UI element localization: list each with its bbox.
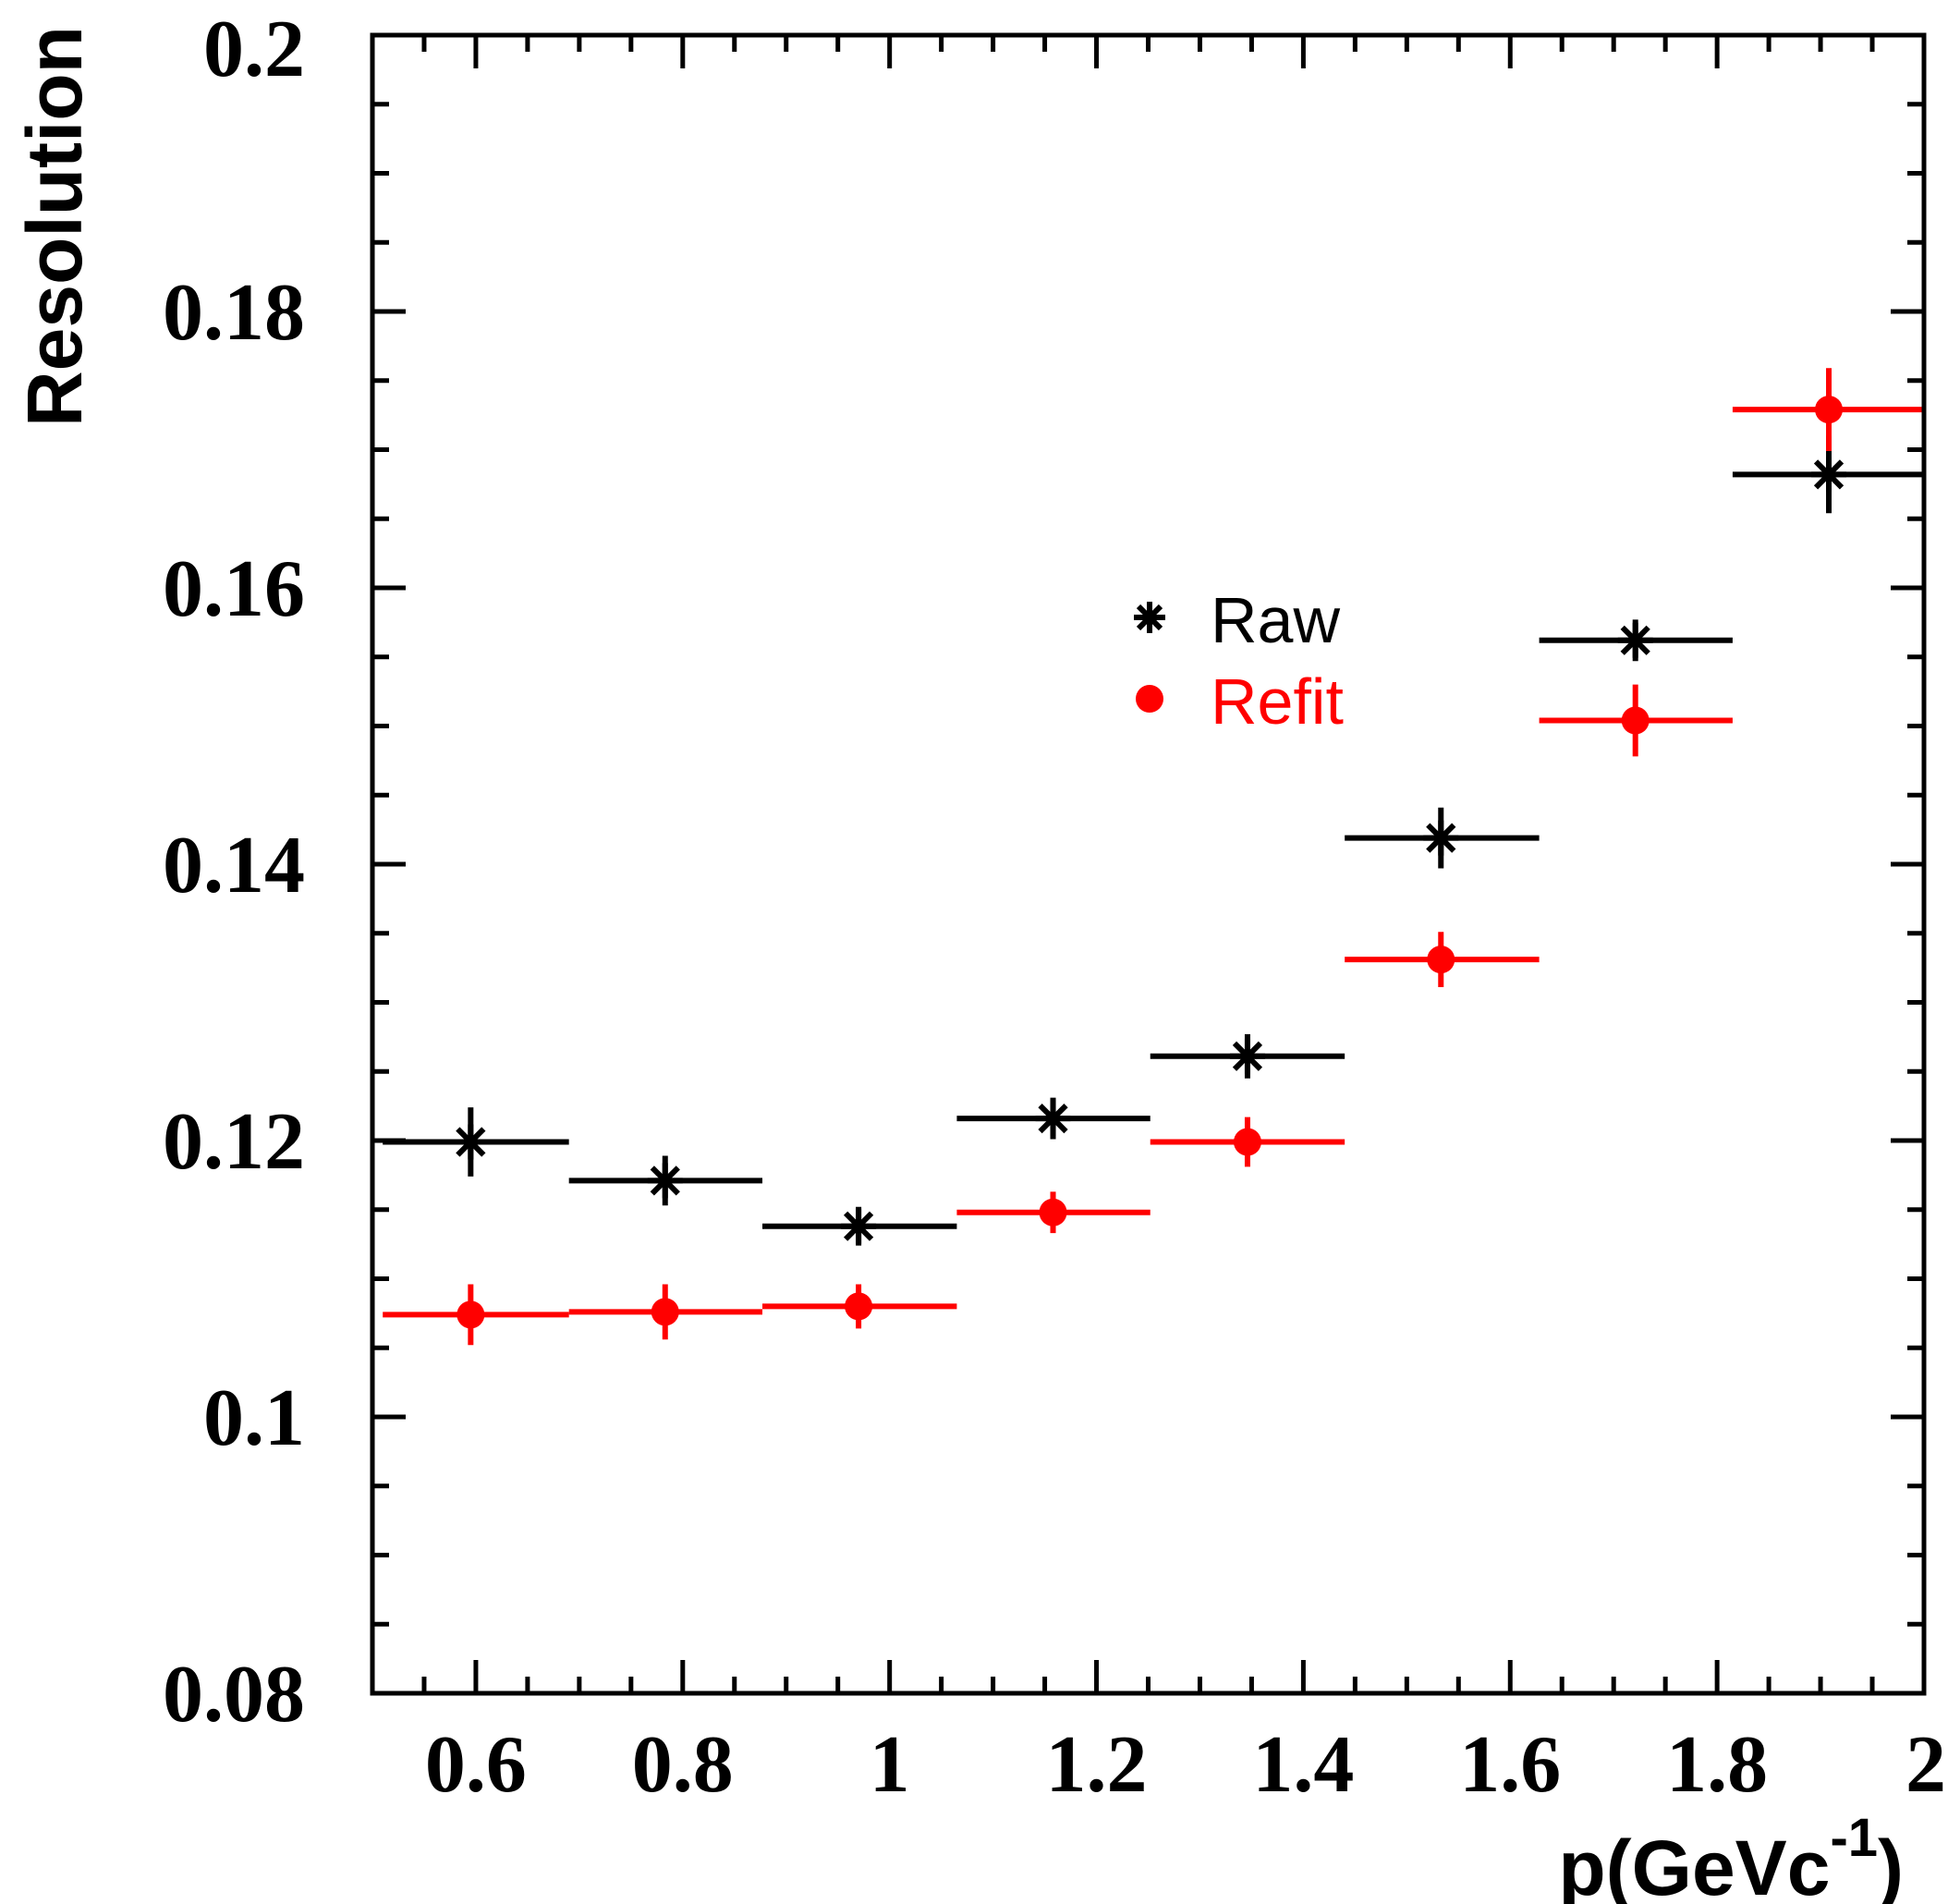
star-stroke xyxy=(650,1166,680,1196)
plot-frame xyxy=(370,32,1927,1696)
star-stroke xyxy=(1426,823,1456,853)
star-stroke xyxy=(456,1127,486,1157)
x-axis-title-close: ) xyxy=(1878,1825,1904,1904)
data-point xyxy=(1233,1128,1261,1156)
y-tick-label: 0.14 xyxy=(163,821,305,910)
y-tick-label: 0.2 xyxy=(203,5,305,94)
data-point xyxy=(453,1124,489,1160)
data-point xyxy=(1617,622,1653,658)
star-stroke xyxy=(1038,1103,1068,1134)
x-tick-label: 1.8 xyxy=(1666,1720,1768,1810)
data-point xyxy=(841,1208,877,1244)
data-point xyxy=(1035,1101,1071,1137)
legend-label-refit: Refit xyxy=(1211,665,1344,738)
star-stroke xyxy=(843,1211,874,1241)
x-tick-label: 0.6 xyxy=(425,1720,527,1810)
y-tick-label: 0.18 xyxy=(163,268,305,358)
x-axis-title-main: p(GeVc xyxy=(1558,1825,1830,1904)
data-point xyxy=(1229,1038,1265,1074)
legend-marker-refit xyxy=(1136,685,1163,713)
data-point xyxy=(845,1292,873,1321)
series-refit xyxy=(383,368,1924,1346)
x-axis-ticks xyxy=(370,35,1927,1693)
star-stroke xyxy=(1813,459,1845,490)
legend-label-raw: Raw xyxy=(1211,584,1340,656)
data-point xyxy=(1811,457,1847,493)
data-point xyxy=(1423,820,1459,856)
data-point xyxy=(1621,706,1650,735)
data-point xyxy=(647,1163,683,1199)
x-tick-label: 1 xyxy=(870,1720,910,1810)
x-axis-tick-labels: 0.6 0.8 1 1.2 1.4 1.6 1.8 2 xyxy=(425,1720,1946,1810)
y-tick-label: 0.16 xyxy=(163,544,305,634)
data-point xyxy=(1427,946,1455,974)
x-tick-label: 1.4 xyxy=(1252,1720,1354,1810)
legend: Raw Refit xyxy=(1134,584,1344,738)
x-tick-label: 0.8 xyxy=(632,1720,734,1810)
legend-marker-raw xyxy=(1134,602,1165,633)
data-point xyxy=(1815,396,1844,424)
series-raw xyxy=(383,435,1924,1246)
y-tick-label: 0.1 xyxy=(203,1373,305,1463)
star-stroke xyxy=(1232,1041,1263,1071)
star-stroke xyxy=(1620,625,1650,655)
x-tick-label: 1.6 xyxy=(1459,1720,1561,1810)
y-tick-label: 0.12 xyxy=(163,1097,305,1187)
y-axis-ticks xyxy=(372,32,1924,1696)
x-axis-title: p(GeVc-1) xyxy=(1558,1808,1904,1904)
y-tick-label: 0.08 xyxy=(163,1650,305,1739)
x-tick-label: 2 xyxy=(1905,1720,1946,1810)
data-point xyxy=(651,1298,679,1326)
y-axis-tick-labels: 0.08 0.1 0.12 0.14 0.16 0.18 0.2 xyxy=(163,5,305,1739)
data-point xyxy=(1039,1198,1067,1227)
data-point xyxy=(457,1300,485,1329)
x-tick-label: 1.2 xyxy=(1046,1720,1148,1810)
data-series xyxy=(383,368,1924,1346)
x-axis-title-superscript: -1 xyxy=(1830,1808,1878,1868)
y-axis-title: Resolution xyxy=(11,26,98,427)
